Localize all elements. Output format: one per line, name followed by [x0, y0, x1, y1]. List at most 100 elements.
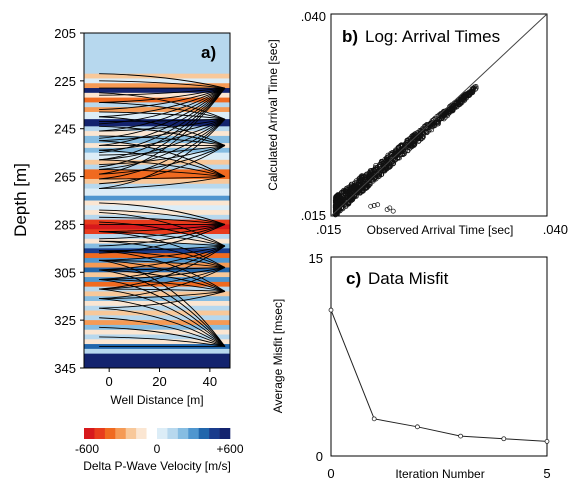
scatter-point	[351, 184, 357, 190]
velocity-layer-31	[84, 229, 230, 235]
misfit-points	[328, 307, 550, 444]
panel-b-x-tick-left: .015	[316, 222, 341, 237]
ray-path-1-2	[99, 111, 226, 120]
ray-path-0-7	[99, 87, 226, 125]
colorbar-tick-label: +600	[216, 442, 243, 456]
ray-path-1-8	[99, 118, 226, 170]
ray-path-8-0	[99, 259, 226, 347]
scatter-point	[335, 191, 341, 197]
panel-a-label: a)	[201, 43, 216, 62]
ray-path-0-8	[99, 87, 226, 132]
ray-path-6-2	[99, 250, 226, 268]
ray-path-8-1	[99, 269, 226, 347]
colorbar-swatch-6	[146, 428, 158, 439]
ray-path-2-4	[99, 145, 226, 156]
depth-tick-label: 265	[54, 170, 76, 185]
ray-path-4-5	[99, 223, 226, 240]
ray-path-8-6	[99, 317, 226, 347]
velocity-layer-42	[84, 281, 230, 288]
scatter-point	[441, 112, 447, 118]
colorbar-swatch-9	[177, 428, 189, 439]
scatter-point	[380, 165, 386, 171]
velocity-layer-30	[84, 224, 230, 230]
ray-path-8-4	[99, 298, 226, 347]
velocity-layer-6	[84, 97, 230, 103]
ray-path-8-8	[99, 336, 226, 347]
ray-path-6-6	[99, 267, 226, 290]
scatter-point	[341, 195, 347, 201]
panel-a-x-title: Well Distance [m]	[110, 393, 203, 407]
velocity-layer-38	[84, 262, 230, 268]
ray-path-1-7	[99, 118, 226, 161]
velocity-layer-44	[84, 291, 230, 297]
panel-a-frame	[83, 32, 231, 369]
colorbar-swatch-8	[167, 428, 179, 439]
ray-path-8-7	[99, 326, 226, 347]
scatter-point	[369, 172, 375, 178]
ray-path-2-1	[99, 125, 226, 146]
velocity-layer-25	[84, 200, 230, 206]
velocity-layer-7	[84, 102, 230, 108]
ray-path-7-4	[99, 288, 225, 292]
ray-path-3-4	[99, 176, 225, 180]
velocity-layer-47	[84, 305, 230, 312]
misfit-point-4	[501, 436, 507, 442]
colorbar-swatch-5	[136, 428, 147, 439]
ray-path-8-5	[99, 307, 226, 347]
scatter-point	[447, 105, 453, 111]
scatter-point	[473, 84, 479, 89]
velocity-layer-41	[84, 277, 230, 283]
scatter-point	[368, 171, 374, 177]
velocity-layer-39	[84, 267, 230, 273]
panel-c-x-title: Iteration Number	[395, 467, 484, 481]
velocity-layer-48	[84, 310, 230, 316]
velocity-layer-45	[84, 296, 230, 302]
ray-path-0-4	[99, 87, 226, 103]
misfit-point-1	[371, 416, 377, 422]
ray-path-7-2	[99, 269, 226, 292]
panel-c-letter: c)	[346, 269, 361, 288]
colorbar-swatch-12	[209, 428, 220, 439]
velocity-layer-46	[84, 301, 230, 307]
misfit-line	[330, 309, 548, 442]
ray-path-7-5	[99, 290, 226, 300]
velocity-layer-0	[84, 33, 230, 75]
ray-path-8-2	[99, 279, 226, 347]
colorbar-swatch-2	[104, 428, 116, 439]
depth-ticks: 205 225 245 265 285 305 325 345	[54, 26, 84, 376]
colorbar-swatch-7	[157, 428, 168, 439]
panel-c-x-tick-right: 5	[543, 466, 550, 481]
velocity-layer-57	[84, 353, 230, 369]
ray-path-1-1	[99, 101, 226, 120]
scatter-point	[358, 174, 364, 179]
ray-path-0-5	[99, 87, 226, 111]
scatter-point	[383, 165, 389, 171]
ray-path-2-7	[99, 145, 226, 185]
scatter-point	[394, 147, 400, 153]
ray-path-1-5	[99, 118, 226, 142]
scatter-point	[378, 165, 384, 171]
ray-path-0-6	[99, 87, 226, 118]
outlier-point	[371, 203, 377, 208]
velocity-layer-1	[84, 73, 230, 79]
scatter-point	[466, 89, 472, 95]
scatter-point	[420, 128, 426, 134]
depth-tick-label: 345	[54, 361, 76, 376]
scatter-point	[418, 133, 424, 139]
colorbar-swatch-3	[115, 428, 127, 439]
velocity-layer-23	[84, 188, 230, 197]
colorbar-tick-label: 0	[154, 442, 161, 456]
misfit-point-3	[458, 433, 464, 439]
panel-c-misfit: c) Data Misfit 15 0 0 5 Iteration Number…	[271, 251, 551, 481]
depth-tick-label: 245	[54, 122, 76, 137]
ray-path-5-1	[99, 221, 226, 247]
scatter-point	[394, 151, 400, 157]
ray-path-1-9	[99, 118, 226, 180]
scatter-point	[473, 85, 479, 91]
colorbar-tick-label: -600	[75, 442, 99, 456]
panel-c-y-tick-top: 15	[309, 251, 323, 266]
scatter-point	[374, 170, 380, 176]
ray-path-5-2	[99, 231, 226, 247]
scatter-point	[389, 150, 395, 155]
velocity-layer-27	[84, 210, 230, 216]
